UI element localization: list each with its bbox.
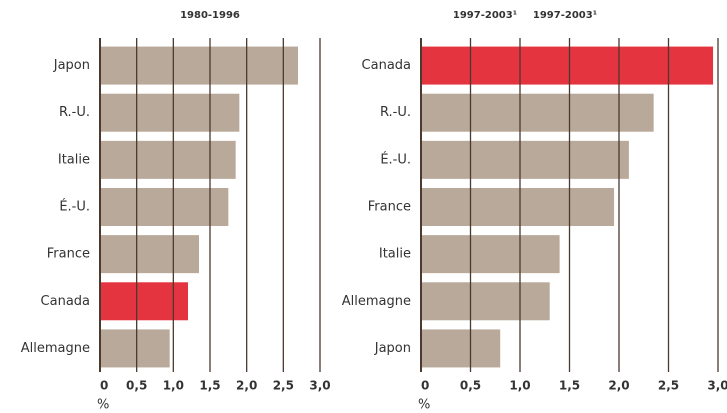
x-tick-label: 2,5 [273,379,294,393]
category-label: R.-U. [380,105,411,120]
x-tick-label: 1,5 [199,379,220,393]
x-tick-label: 0 [100,379,108,393]
bar [100,46,298,85]
category-label: R.-U. [59,105,90,120]
bar [421,329,501,368]
bar [100,235,199,274]
x-tick-label: 2,5 [658,379,679,393]
chart-title: 1997-2003¹ [453,10,517,21]
category-label: Canada [41,294,90,309]
category-label: Canada [362,58,411,73]
bar [100,188,229,226]
category-label: É.-U. [59,199,90,215]
category-label: Allemagne [21,341,90,356]
category-label: Allemagne [342,294,411,309]
x-tick-label: 1,5 [559,379,580,393]
chart-title: 1980-1996 [180,10,240,21]
bar [421,46,714,85]
category-label: France [368,200,411,215]
x-tick-label: 0,5 [460,379,481,393]
bar [100,329,170,368]
x-tick-label: 3,0 [309,379,330,393]
category-label: Italie [58,152,90,167]
x-axis-label: % [97,398,109,413]
category-label: Japon [53,58,90,73]
x-tick-label: 0,5 [126,379,147,393]
bar [421,188,615,226]
x-tick-label: 1,0 [163,379,184,393]
x-tick-label: 2,0 [608,379,629,393]
x-tick-label: 2,0 [236,379,257,393]
x-tick-label: 0 [421,379,429,393]
bar [421,235,560,274]
bar [421,282,550,321]
category-label: France [47,247,90,262]
category-label: É.-U. [380,151,411,167]
category-label: Italie [379,247,411,262]
bar [421,93,654,132]
x-tick-label: 1,0 [509,379,530,393]
chart-title: 1997-2003¹ [533,10,597,21]
bar [421,140,629,179]
x-tick-label: 3,0 [707,379,727,393]
category-label: Japon [374,341,411,356]
bar [100,93,240,132]
bar [100,282,188,321]
x-axis-label: % [418,398,430,413]
bar [100,140,236,179]
